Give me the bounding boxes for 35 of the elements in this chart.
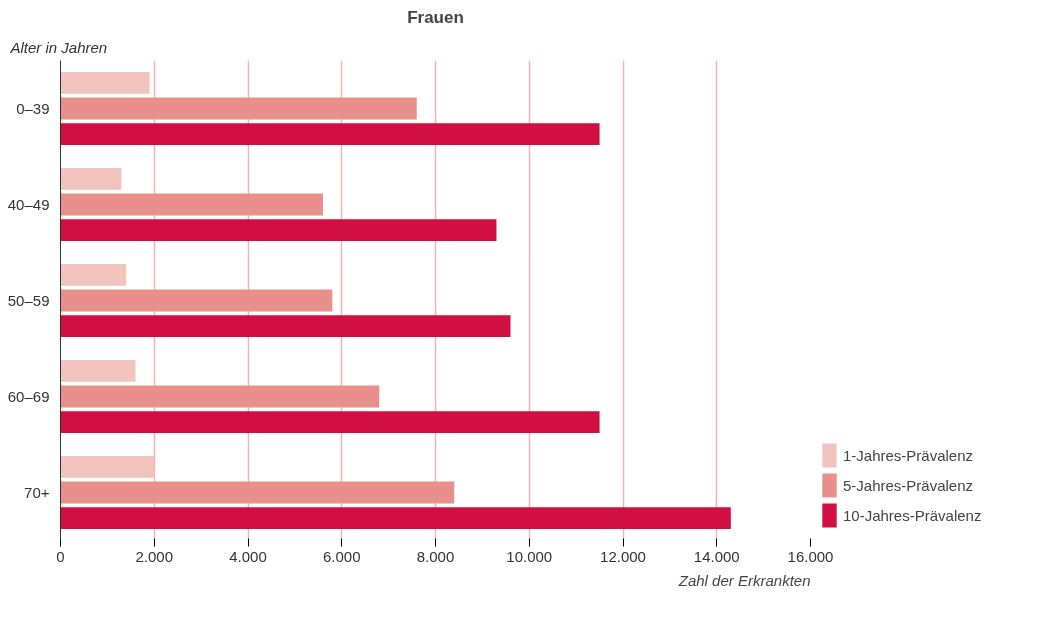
x-tick-label: 2.000 xyxy=(135,547,174,565)
x-tick-label: 0 xyxy=(56,547,65,565)
bar xyxy=(60,360,136,382)
bar xyxy=(60,507,731,529)
legend-label: 1-Jahres-Prävalenz xyxy=(843,446,974,464)
y-axis-title: Alter in Jahren xyxy=(9,38,108,56)
bar xyxy=(60,289,333,312)
x-axis-title: Zahl der Erkrankten xyxy=(677,571,811,589)
y-tick-label: 60–69 xyxy=(7,388,50,405)
bar xyxy=(60,168,122,190)
legend-label: 10-Jahres-Prävalenz xyxy=(843,506,982,524)
x-tick-label: 6.000 xyxy=(322,547,361,565)
x-tick-label: 10.000 xyxy=(506,547,553,565)
bar xyxy=(60,193,323,216)
x-tick-label: 16.000 xyxy=(787,547,834,565)
bar xyxy=(60,456,155,478)
x-tick-label: 4.000 xyxy=(229,547,267,565)
bar xyxy=(60,385,380,408)
y-tick-label: 70+ xyxy=(24,484,50,501)
bar xyxy=(60,315,511,337)
bar xyxy=(60,264,127,286)
y-tick-label: 50–59 xyxy=(7,292,50,309)
bar xyxy=(60,411,600,433)
legend-label: 5-Jahres-Prävalenz xyxy=(843,476,974,494)
y-tick-label: 40–49 xyxy=(7,196,50,213)
bar xyxy=(60,123,600,145)
bar xyxy=(60,219,497,241)
bar xyxy=(60,72,150,94)
bar xyxy=(60,97,417,120)
bar xyxy=(60,481,455,504)
x-tick-label: 8.000 xyxy=(416,547,455,565)
x-tick-label: 12.000 xyxy=(600,547,646,565)
chart-title: Frauen xyxy=(407,7,464,27)
x-tick-label: 14.000 xyxy=(693,547,740,565)
y-tick-label: 0–39 xyxy=(16,100,50,117)
